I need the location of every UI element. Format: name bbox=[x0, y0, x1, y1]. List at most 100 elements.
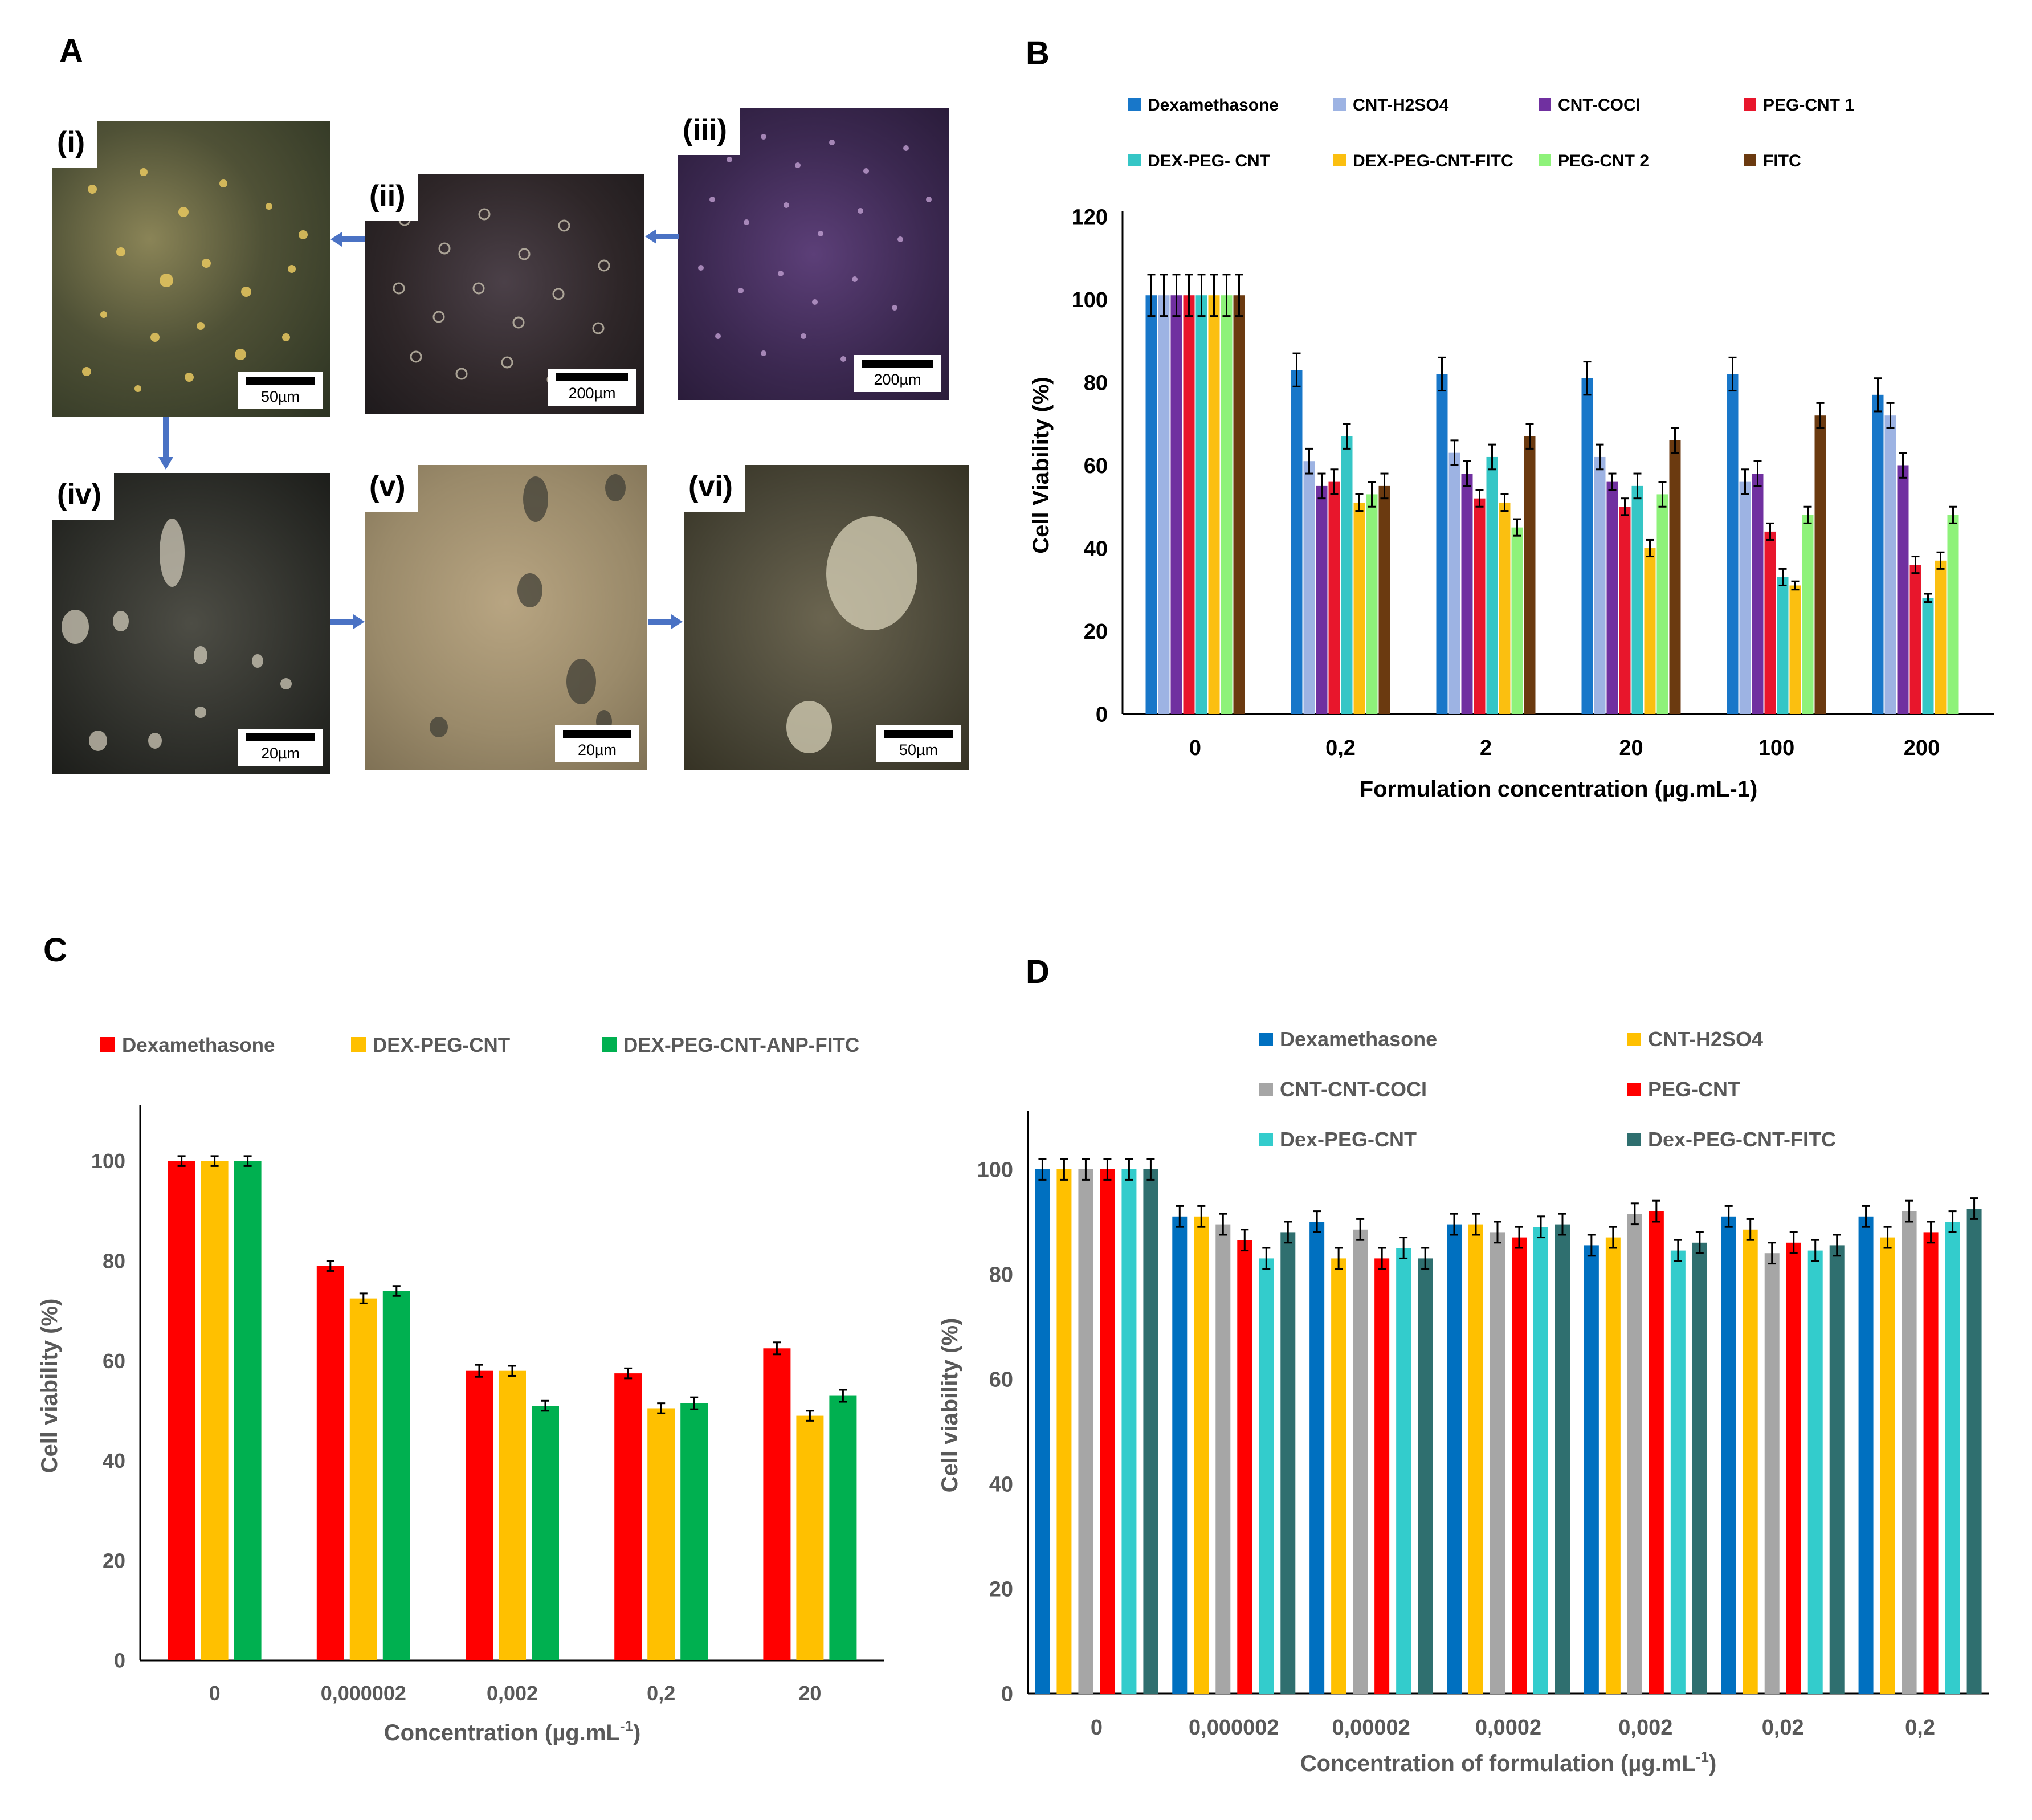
bar-d-0-1 bbox=[1172, 1216, 1188, 1694]
y-tick-label-d-3: 60 bbox=[989, 1368, 1013, 1391]
bar-b-5-4 bbox=[1789, 585, 1801, 714]
bar-c-2-2 bbox=[532, 1406, 559, 1660]
micrograph-v-scalebar: 20µm bbox=[555, 725, 639, 762]
legend-swatch-b-1 bbox=[1333, 98, 1346, 111]
x-tick-label-d-3: 0,0002 bbox=[1475, 1716, 1541, 1740]
bar-b-0-3 bbox=[1581, 378, 1593, 714]
x-tick-label-b-5: 200 bbox=[1904, 736, 1940, 760]
bar-d-1-6 bbox=[1880, 1237, 1895, 1694]
micrograph-vi-texture bbox=[786, 516, 917, 753]
bar-b-1-3 bbox=[1594, 456, 1606, 714]
bar-b-1-0 bbox=[1158, 295, 1170, 714]
legend-label-d-4: Dex-PEG-CNT bbox=[1280, 1128, 1417, 1151]
bar-d-3-2 bbox=[1374, 1258, 1390, 1694]
micrograph-v-texture bbox=[430, 474, 626, 737]
panel-letter-c: C bbox=[43, 932, 67, 969]
bar-c-0-3 bbox=[614, 1373, 642, 1660]
bar-b-6-3 bbox=[1656, 494, 1668, 714]
chart-b: Dexamethasone CNT-H2SO4 CNT-COCl PEG-CNT 1 D… bbox=[1029, 96, 1994, 802]
micrograph-iii-texture bbox=[698, 134, 932, 362]
bar-b-1-4 bbox=[1739, 481, 1751, 714]
micrograph-ii: (ii) 200µm bbox=[365, 174, 644, 414]
bar-d-4-0 bbox=[1121, 1169, 1137, 1694]
bar-b-4-3 bbox=[1631, 485, 1643, 714]
bar-d-2-5 bbox=[1764, 1253, 1780, 1694]
bar-b-4-2 bbox=[1486, 456, 1498, 714]
panel-letter-a: A bbox=[59, 32, 83, 70]
x-tick-label-b-3: 20 bbox=[1619, 736, 1643, 760]
legend-swatch-b-4 bbox=[1128, 154, 1141, 166]
legend-swatch-d-0 bbox=[1259, 1033, 1273, 1046]
legend-label-b-1: CNT-H2SO4 bbox=[1353, 96, 1449, 115]
legend-label-b-0: Dexamethasone bbox=[1148, 96, 1279, 115]
legend-label-c-1: DEX-PEG-CNT bbox=[373, 1034, 510, 1056]
micrograph-i-texture bbox=[82, 168, 308, 393]
bar-b-5-5 bbox=[1935, 560, 1947, 714]
legend-swatch-d-4 bbox=[1259, 1133, 1273, 1146]
arrow-iii-to-ii bbox=[645, 229, 679, 244]
bar-c-2-3 bbox=[680, 1403, 708, 1660]
legend-swatch-b-0 bbox=[1128, 98, 1141, 111]
x-tick-label-c-1: 0,000002 bbox=[321, 1682, 406, 1705]
bar-b-0-2 bbox=[1436, 374, 1448, 714]
bar-b-1-5 bbox=[1884, 415, 1896, 714]
legend-label-b-7: FITC bbox=[1763, 152, 1801, 170]
legend-swatch-d-3 bbox=[1627, 1083, 1641, 1096]
bar-d-3-0 bbox=[1100, 1169, 1115, 1694]
bar-d-4-2 bbox=[1396, 1248, 1411, 1694]
bar-b-3-3 bbox=[1619, 507, 1631, 714]
y-tick-label-d-1: 20 bbox=[989, 1577, 1013, 1601]
bar-b-4-0 bbox=[1195, 295, 1207, 714]
micrograph-ii-tag: (ii) bbox=[365, 174, 418, 221]
bar-d-3-5 bbox=[1786, 1242, 1801, 1694]
arrow-i-to-iv bbox=[158, 417, 173, 470]
bar-b-2-1 bbox=[1316, 485, 1328, 714]
micrograph-ii-scalebar: 200µm bbox=[548, 369, 636, 406]
bar-d-2-4 bbox=[1627, 1214, 1642, 1694]
bar-b-6-5 bbox=[1947, 515, 1959, 714]
bar-d-2-2 bbox=[1353, 1229, 1368, 1694]
bar-b-3-0 bbox=[1183, 295, 1195, 714]
micrograph-iv: (iv) 20µm bbox=[52, 473, 330, 774]
legend-swatch-b-5 bbox=[1333, 154, 1346, 166]
bar-d-4-6 bbox=[1945, 1222, 1960, 1694]
bar-d-0-0 bbox=[1035, 1169, 1050, 1694]
x-tick-label-d-5: 0,02 bbox=[1762, 1716, 1804, 1740]
bar-b-0-0 bbox=[1145, 295, 1157, 714]
bar-d-3-4 bbox=[1649, 1211, 1664, 1694]
x-tick-label-d-2: 0,00002 bbox=[1332, 1716, 1410, 1740]
y-axis-title-d: Cell viability (%) bbox=[937, 1318, 962, 1493]
bar-d-4-3 bbox=[1533, 1227, 1548, 1694]
bar-c-2-4 bbox=[829, 1395, 857, 1660]
arrow-ii-to-i bbox=[330, 232, 365, 247]
legend-swatch-c-0 bbox=[100, 1037, 115, 1052]
bar-c-0-2 bbox=[466, 1370, 493, 1660]
y-axis-title-b: Cell Viability (%) bbox=[1029, 377, 1054, 553]
bar-d-5-0 bbox=[1143, 1169, 1158, 1694]
bar-d-2-6 bbox=[1902, 1211, 1917, 1694]
legend-label-d-3: PEG-CNT bbox=[1648, 1078, 1740, 1101]
bar-c-0-4 bbox=[763, 1348, 791, 1660]
bar-d-5-2 bbox=[1418, 1258, 1433, 1694]
bar-d-1-4 bbox=[1605, 1237, 1621, 1694]
chart-c: Dexamethasone DEX-PEG-CNT DEX-PEG-CNT-ANP-… bbox=[37, 1034, 884, 1745]
bar-b-1-2 bbox=[1448, 452, 1460, 714]
bar-b-6-2 bbox=[1511, 527, 1523, 714]
bar-c-1-2 bbox=[499, 1370, 526, 1660]
chart-d: Dexamethasone CNT-H2SO4 CNT-CNT-COCI PEG-CN… bbox=[937, 1027, 1989, 1776]
micrograph-i-scalebar: 50µm bbox=[238, 372, 323, 409]
bar-d-2-0 bbox=[1078, 1169, 1093, 1694]
y-tick-label-b-5: 100 bbox=[1072, 288, 1108, 312]
bar-d-4-4 bbox=[1670, 1250, 1686, 1694]
legend-label-c-2: DEX-PEG-CNT-ANP-FITC bbox=[623, 1034, 859, 1056]
micrograph-v-tag: (v) bbox=[365, 465, 418, 512]
bar-b-2-3 bbox=[1606, 481, 1618, 714]
bar-d-5-1 bbox=[1280, 1232, 1296, 1694]
bar-b-5-2 bbox=[1499, 502, 1511, 714]
bar-d-0-4 bbox=[1584, 1245, 1599, 1694]
x-axis-title-c: Concentration (µg.mL-1) bbox=[384, 1717, 641, 1745]
legend-label-d-5: Dex-PEG-CNT-FITC bbox=[1648, 1128, 1836, 1151]
legend-label-b-5: DEX-PEG-CNT-FITC bbox=[1353, 152, 1513, 170]
bar-d-2-1 bbox=[1215, 1224, 1231, 1694]
bar-d-5-3 bbox=[1555, 1224, 1570, 1694]
